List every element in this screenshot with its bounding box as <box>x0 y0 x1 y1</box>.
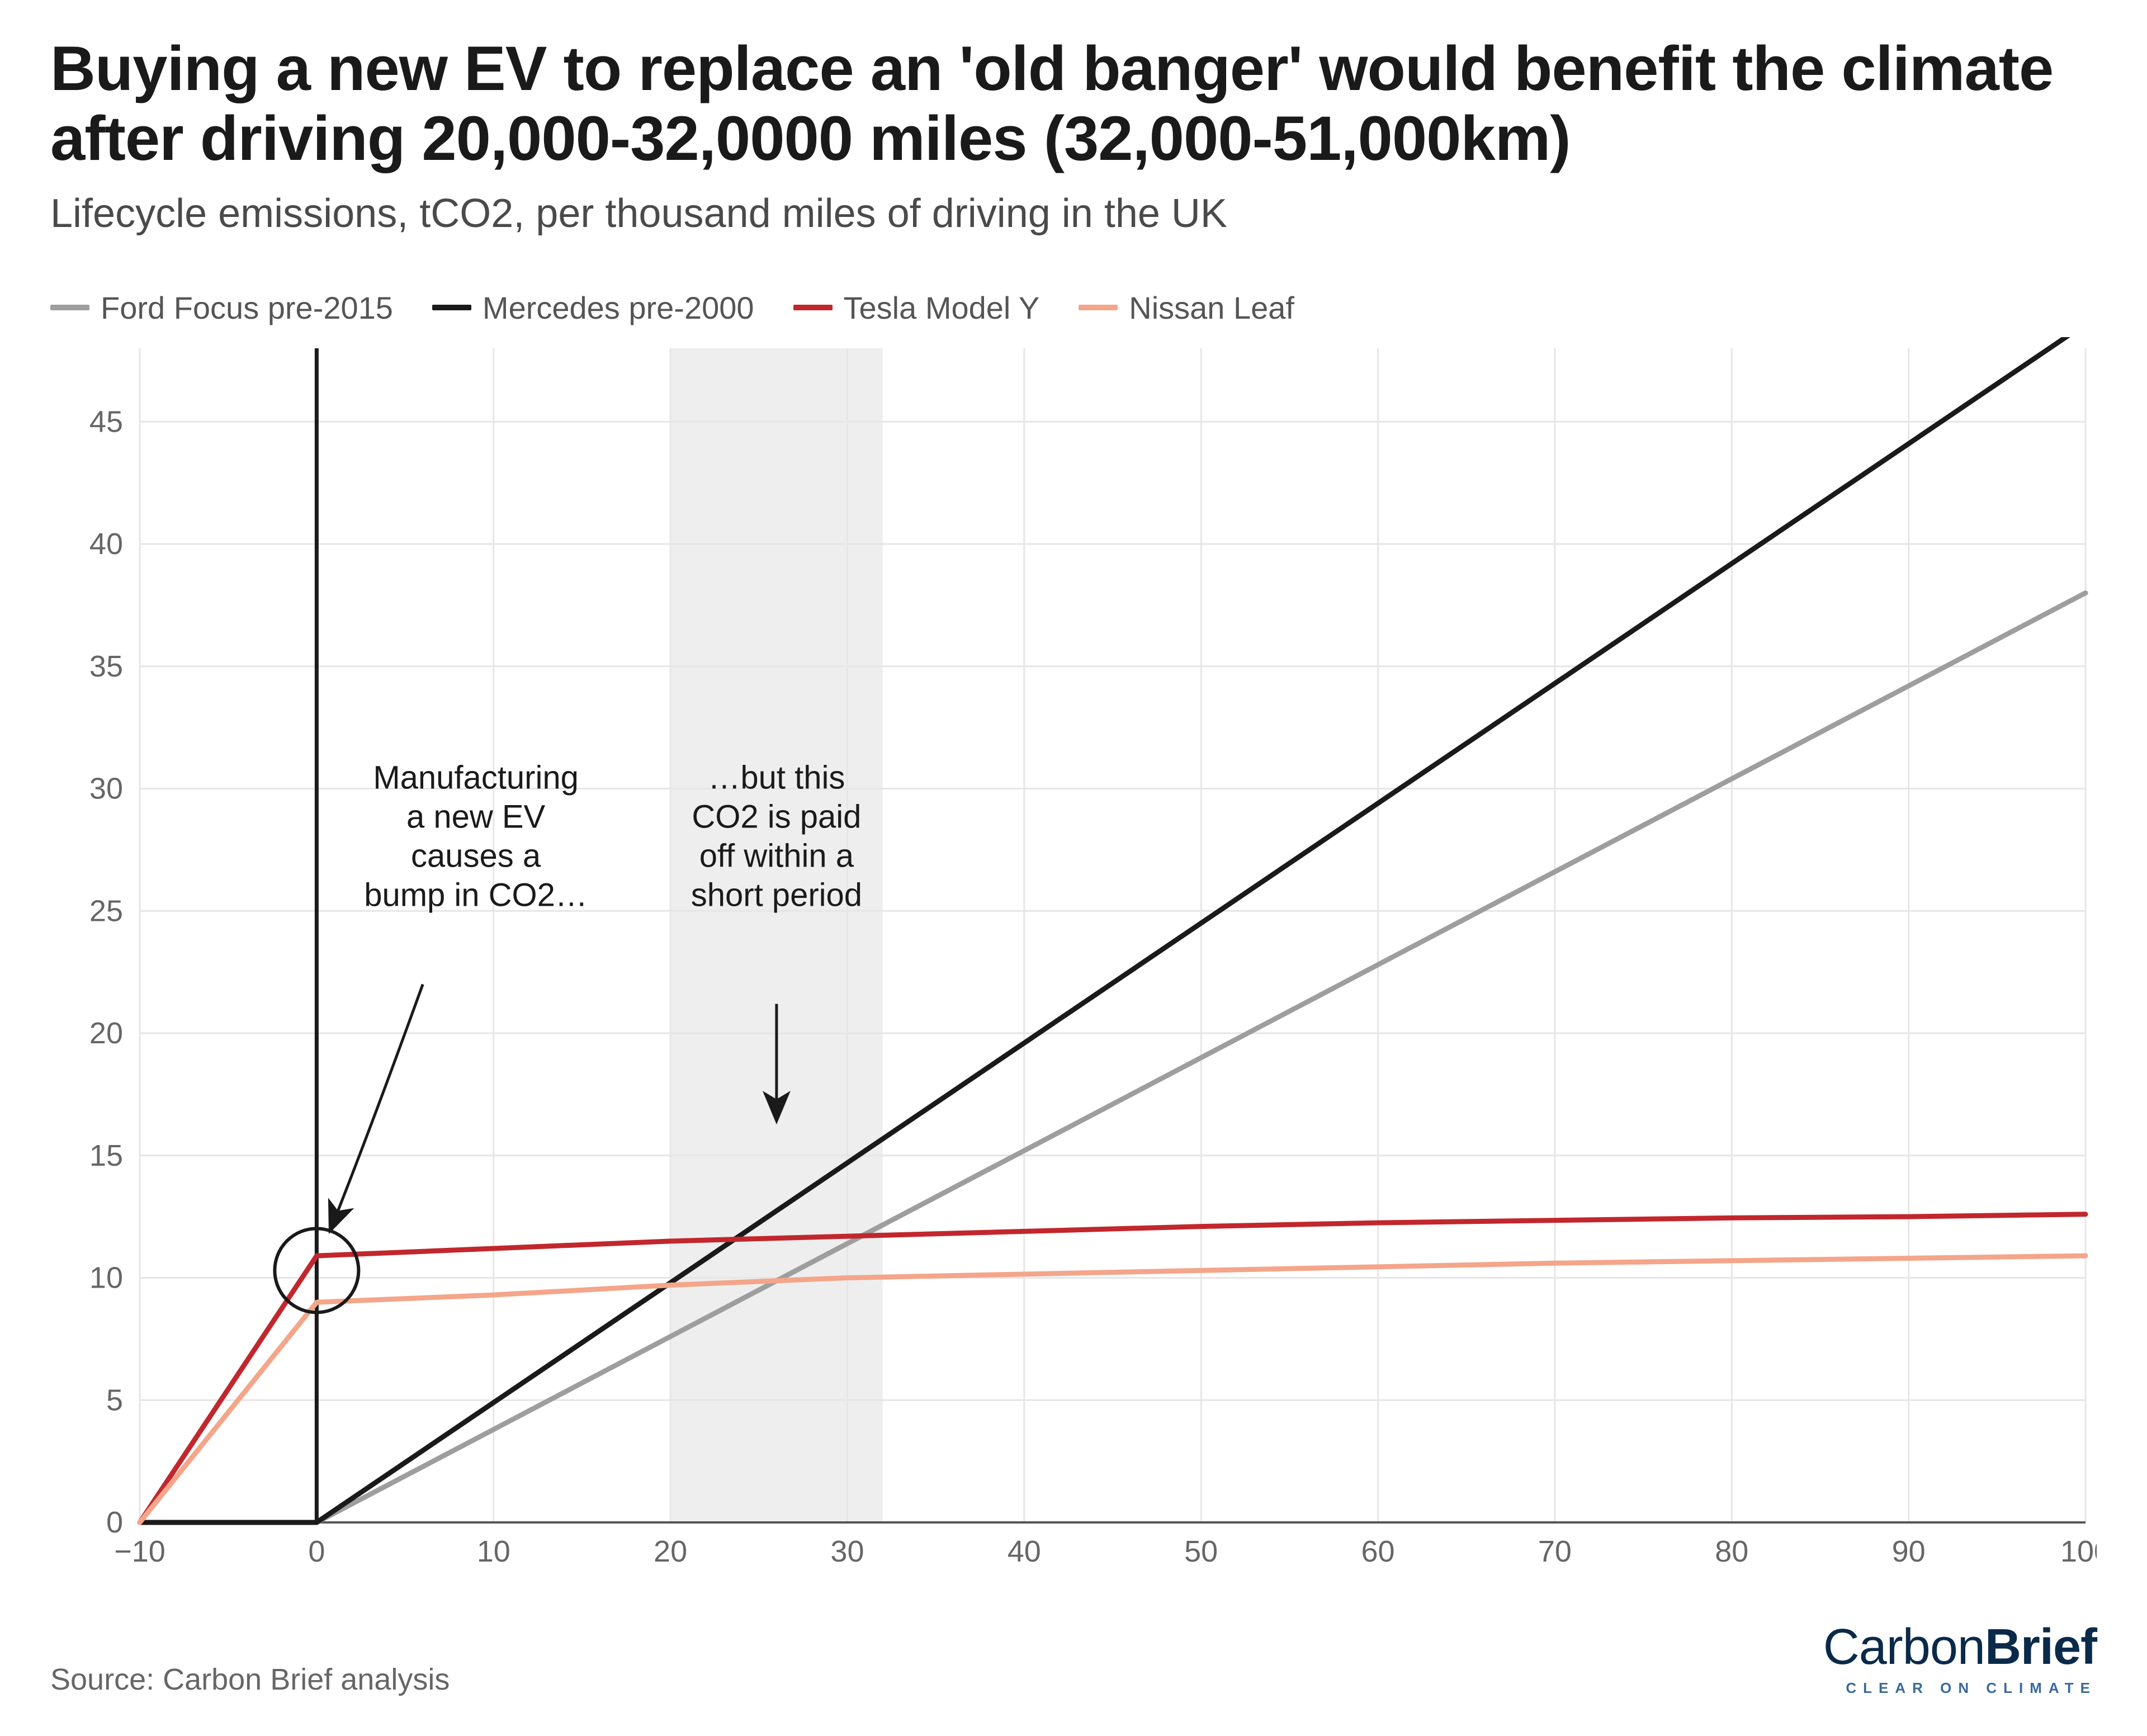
y-tick-label: 15 <box>89 1139 123 1172</box>
x-tick-label: 30 <box>830 1535 864 1568</box>
x-tick-label: 50 <box>1184 1535 1218 1568</box>
x-tick-label: 60 <box>1361 1535 1395 1568</box>
x-tick-label: −10 <box>114 1535 165 1568</box>
logo-word2: Brief <box>1985 1619 2097 1675</box>
logo-word1: Carbon <box>1823 1619 1985 1675</box>
chart-title: Buying a new EV to replace an 'old bange… <box>50 34 2097 174</box>
annotation-text: …but this <box>708 759 845 796</box>
y-tick-label: 25 <box>89 894 123 928</box>
annotation-text: bump in CO2… <box>364 877 588 913</box>
legend-item: Nissan Leaf <box>1079 290 1294 326</box>
legend-label: Nissan Leaf <box>1129 290 1294 326</box>
legend-label: Ford Focus pre-2015 <box>101 290 393 326</box>
y-tick-label: 10 <box>89 1261 123 1294</box>
legend-label: Tesla Model Y <box>844 290 1040 326</box>
logo-tagline: CLEAR ON CLIMATE <box>1823 1680 2097 1697</box>
y-tick-label: 5 <box>106 1383 123 1417</box>
x-tick-label: 0 <box>308 1535 325 1568</box>
x-tick-label: 40 <box>1008 1535 1041 1568</box>
y-tick-label: 20 <box>89 1016 123 1050</box>
annotation-text: short period <box>691 877 862 913</box>
x-tick-label: 90 <box>1892 1535 1926 1568</box>
annotation-text: causes a <box>411 838 541 874</box>
legend: Ford Focus pre-2015 Mercedes pre-2000 Tesl… <box>50 290 2097 326</box>
chart-area: 051015202530354045−100102030405060708090… <box>50 337 2097 1576</box>
y-tick-label: 30 <box>89 772 123 805</box>
x-tick-label: 20 <box>654 1535 687 1568</box>
annotation-text: a new EV <box>406 798 546 835</box>
chart-subtitle: Lifecycle emissions, tCO2, per thousand … <box>50 191 2097 236</box>
annotation-text: off within a <box>699 838 854 874</box>
source-text: Source: Carbon Brief analysis <box>50 1662 450 1697</box>
legend-swatch <box>50 305 89 310</box>
y-tick-label: 0 <box>106 1506 123 1539</box>
line-chart: 051015202530354045−100102030405060708090… <box>50 337 2097 1573</box>
x-tick-label: 10 <box>477 1535 510 1568</box>
annotation-text: CO2 is paid <box>692 798 861 835</box>
x-tick-label: 100 <box>2060 1535 2097 1568</box>
x-tick-label: 70 <box>1538 1535 1572 1568</box>
carbonbrief-logo: CarbonBrief CLEAR ON CLIMATE <box>1823 1619 2097 1697</box>
y-tick-label: 45 <box>89 405 123 438</box>
legend-swatch <box>1079 305 1118 310</box>
legend-swatch <box>432 305 471 310</box>
x-tick-label: 80 <box>1715 1535 1748 1568</box>
y-tick-label: 40 <box>89 527 123 561</box>
legend-item: Tesla Model Y <box>793 290 1040 326</box>
y-tick-label: 35 <box>89 650 123 683</box>
legend-item: Ford Focus pre-2015 <box>50 290 393 326</box>
legend-label: Mercedes pre-2000 <box>483 290 754 326</box>
annotation-text: Manufacturing <box>373 759 579 796</box>
legend-swatch <box>793 305 833 310</box>
legend-item: Mercedes pre-2000 <box>432 290 754 326</box>
payback-band <box>670 348 883 1522</box>
